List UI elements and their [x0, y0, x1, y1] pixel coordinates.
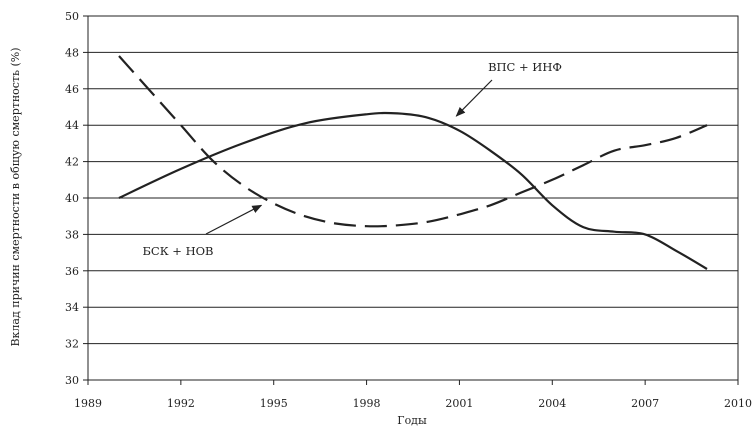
- x-tick-label-6: 2007: [631, 397, 659, 410]
- y-tick-label-5: 40: [65, 192, 79, 205]
- annotations: ВПС + ИНФ БСК + НОВ: [142, 60, 561, 258]
- y-tick-label-10: 50: [65, 10, 79, 23]
- y-tick-label-2: 34: [65, 301, 79, 314]
- annotation-arrow-0: [455, 79, 493, 117]
- y-tick-label-1: 32: [65, 338, 79, 351]
- x-tick-label-3: 1998: [353, 397, 381, 410]
- x-tick-label-5: 2004: [538, 397, 566, 410]
- series-line-1: [118, 55, 708, 228]
- annotation-label-0: ВПС + ИНФ: [488, 60, 562, 74]
- x-tick-label-4: 2001: [445, 397, 473, 410]
- y-tick-label-4: 38: [65, 228, 79, 241]
- y-axis-title: Вклад причин смертности в общую смертнос…: [9, 47, 22, 346]
- x-tick-label-7: 2010: [724, 397, 752, 410]
- y-tick-label-6: 42: [65, 156, 79, 169]
- x-tick-label-2: 1995: [260, 397, 288, 410]
- y-tick-label-7: 44: [65, 119, 79, 132]
- y-tick-label-3: 36: [65, 265, 79, 278]
- annotation-label-1: БСК + НОВ: [142, 244, 213, 258]
- x-tick-label-0: 1989: [74, 397, 102, 410]
- y-axis-ticks: 30 32 34 36 38 40 42 44 46 48 50: [65, 10, 88, 387]
- series-group: [118, 55, 708, 270]
- x-axis-ticks: 1989 1992 1995 1998 2001 2004 2007 2010: [74, 380, 752, 410]
- y-tick-label-0: 30: [65, 374, 79, 387]
- x-axis-title: Годы: [397, 414, 427, 427]
- grid-lines: [88, 15, 738, 381]
- x-tick-label-1: 1992: [167, 397, 195, 410]
- annotation-arrow-1: [205, 204, 263, 235]
- y-tick-label-8: 46: [65, 83, 79, 96]
- y-tick-label-9: 48: [65, 46, 79, 59]
- series-line-0: [118, 111, 708, 270]
